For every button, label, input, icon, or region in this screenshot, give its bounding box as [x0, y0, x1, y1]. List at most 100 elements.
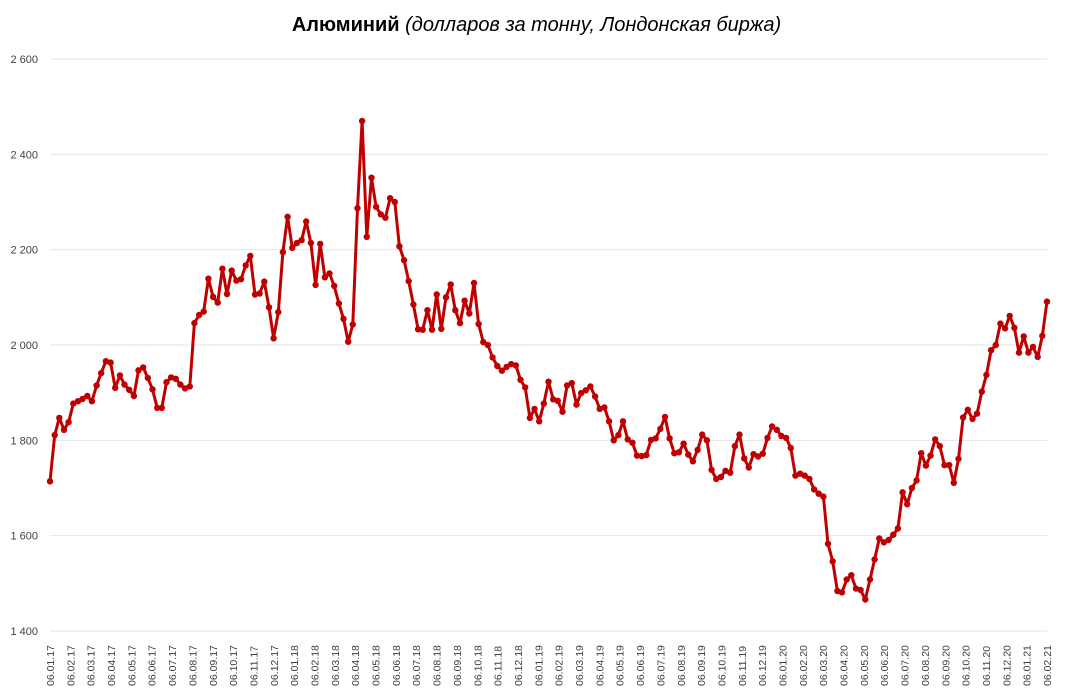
x-tick-label: 06.02.19 [554, 645, 566, 686]
data-point [894, 525, 902, 532]
x-tick-label: 06.03.20 [818, 645, 830, 686]
data-point [335, 300, 343, 307]
data-point [619, 418, 627, 425]
data-point [298, 236, 305, 244]
data-point [270, 335, 277, 342]
data-point [536, 418, 543, 425]
data-point [279, 248, 287, 256]
data-point [261, 278, 268, 285]
data-point [79, 395, 86, 403]
data-point [177, 381, 184, 388]
y-axis: 1 400 1 600 1 800 2 000 2 200 2 400 2 600 [10, 54, 38, 638]
data-point [741, 455, 748, 462]
x-tick-label: 06.06.18 [391, 645, 403, 686]
x-tick-label: 06.05.17 [126, 645, 138, 686]
data-point [1020, 333, 1027, 340]
data-point [461, 297, 468, 304]
data-point [275, 308, 282, 316]
x-tick-label: 06.06.19 [635, 645, 647, 686]
data-point [368, 174, 375, 181]
data-point [610, 437, 617, 444]
data-point [573, 401, 580, 408]
data-point [191, 319, 198, 327]
data-point [195, 311, 203, 319]
data-point [685, 451, 692, 458]
data-point [247, 252, 254, 260]
data-point [144, 374, 151, 382]
data-point [838, 589, 846, 596]
data-point [559, 408, 566, 415]
x-tick-label: 06.12.18 [513, 645, 525, 686]
data-point [727, 469, 734, 476]
data-point [768, 423, 776, 430]
x-tick-label: 06.07.17 [167, 645, 179, 686]
data-point [256, 290, 263, 297]
x-tick-label: 06.09.19 [696, 645, 708, 686]
data-point [326, 270, 333, 277]
x-tick-label: 06.04.17 [106, 645, 118, 686]
data-point [358, 117, 366, 125]
data-point [321, 274, 329, 281]
data-point [1015, 349, 1023, 356]
data-point [661, 413, 669, 421]
data-point [242, 262, 249, 269]
data-point [214, 299, 221, 306]
x-tick-label: 06.08.17 [187, 645, 199, 686]
data-point [154, 404, 161, 412]
data-point [773, 426, 780, 433]
data-point [56, 414, 63, 422]
data-point [810, 486, 818, 493]
x-tick-label: 06.09.18 [452, 645, 464, 686]
data-point [400, 257, 408, 264]
data-point [447, 281, 454, 288]
data-point [1034, 353, 1041, 361]
x-tick-label: 06.05.19 [615, 645, 627, 686]
x-tick-label: 06.04.20 [839, 645, 851, 686]
chart-title-main: Алюминий [291, 14, 400, 36]
data-point [51, 431, 58, 439]
x-tick-label: 06.07.19 [655, 645, 667, 686]
data-point [866, 576, 874, 583]
data-point [950, 479, 957, 486]
data-point [708, 466, 715, 474]
x-tick-label: 06.11.20 [981, 646, 993, 686]
data-point [992, 341, 999, 349]
data-point [433, 291, 440, 298]
data-point [643, 451, 650, 459]
y-tick-label: 1 800 [10, 435, 38, 447]
data-point [470, 279, 478, 287]
data-point [107, 359, 114, 366]
data-point [60, 426, 68, 433]
data-point [494, 362, 501, 370]
x-tick-label: 06.10.20 [961, 645, 973, 686]
data-point [1039, 332, 1046, 340]
x-tick-label: 06.10.19 [716, 645, 728, 686]
data-point [340, 315, 347, 322]
data-point [121, 381, 128, 388]
data-point [186, 383, 193, 390]
data-point [717, 473, 725, 481]
data-point [345, 338, 352, 345]
data-point [526, 414, 534, 422]
data-point [331, 282, 338, 290]
data-point [382, 214, 389, 221]
data-point [582, 387, 589, 394]
x-tick-label: 06.02.21 [1042, 645, 1054, 686]
data-point [428, 326, 436, 333]
data-point [801, 472, 808, 479]
y-tick-label: 2 400 [10, 149, 38, 161]
y-tick-label: 1 600 [10, 531, 38, 543]
data-point [140, 364, 147, 371]
x-tick-label: 06.03.18 [330, 645, 342, 686]
data-point [997, 320, 1004, 327]
x-tick-label: 06.12.19 [757, 645, 769, 686]
data-point [209, 293, 217, 301]
data-point [237, 276, 245, 283]
data-point [754, 453, 762, 460]
x-tick-label: 06.09.20 [940, 645, 952, 686]
x-tick-label: 06.11.19 [737, 646, 749, 686]
data-point [512, 362, 520, 369]
x-tick-label: 06.12.17 [269, 645, 281, 686]
data-point [862, 596, 869, 603]
y-tick-label: 2 200 [10, 245, 38, 257]
